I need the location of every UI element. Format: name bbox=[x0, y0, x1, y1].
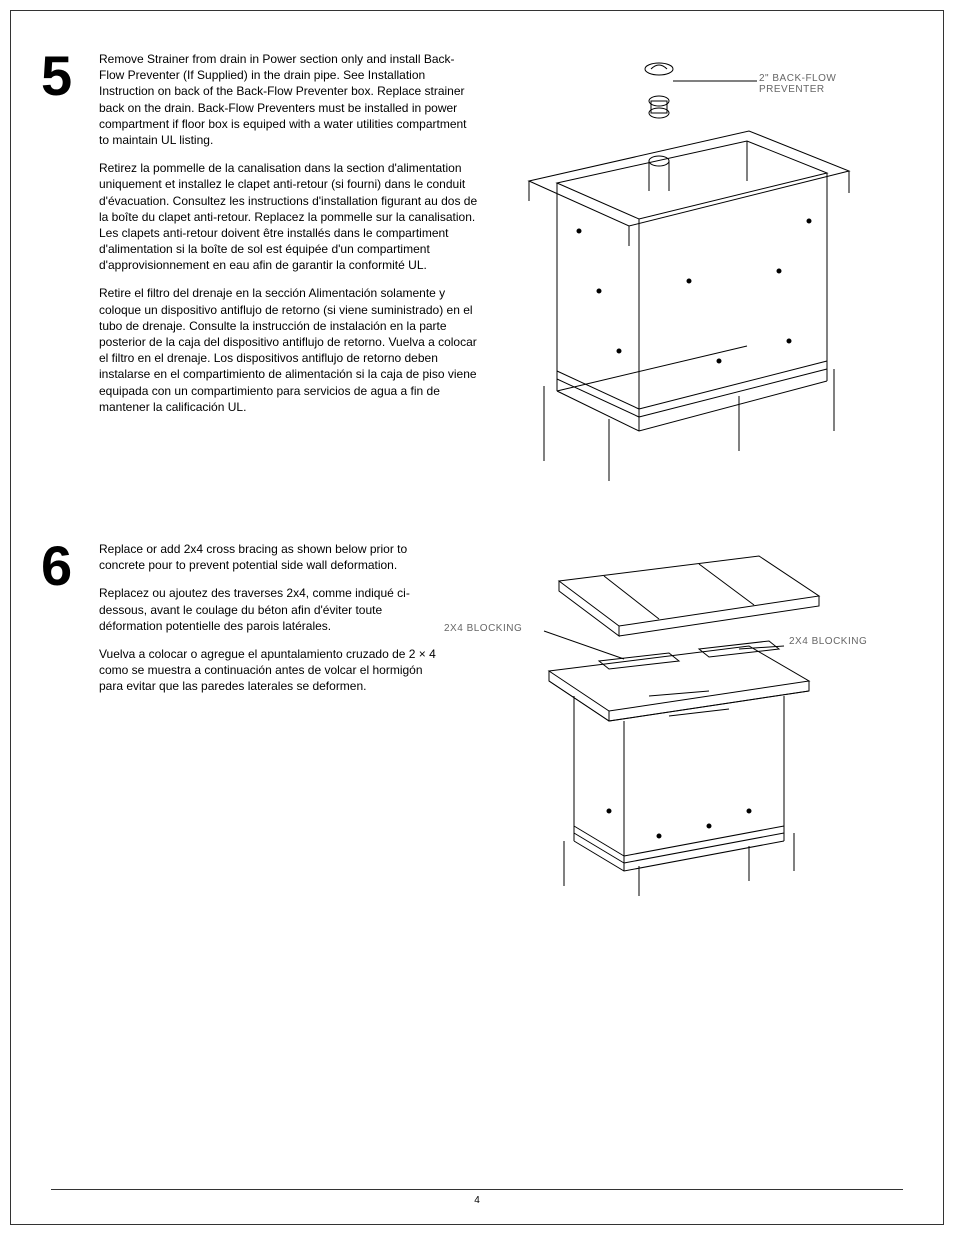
floor-box-drawing-2 bbox=[449, 541, 879, 901]
page-frame: 5 Remove Strainer from drain in Power se… bbox=[10, 10, 944, 1225]
step-5-text: Remove Strainer from drain in Power sect… bbox=[99, 51, 479, 427]
callout-backflow: 2" BACK-FLOW PREVENTER bbox=[759, 73, 836, 95]
step-5-para-en: Remove Strainer from drain in Power sect… bbox=[99, 51, 479, 148]
floor-box-drawing-1 bbox=[489, 51, 889, 491]
step-6-figure: 2X4 BLOCKING 2X4 BLOCKING bbox=[449, 541, 913, 901]
step-5-para-fr: Retirez la pommelle de la canalisation d… bbox=[99, 160, 479, 273]
step-5-figure: 2" BACK-FLOW PREVENTER bbox=[489, 51, 913, 491]
callout-blocking-left: 2X4 BLOCKING bbox=[444, 623, 522, 634]
step-6-number: 6 bbox=[41, 541, 89, 591]
step-6-para-fr: Replacez ou ajoutez des traverses 2x4, c… bbox=[99, 585, 439, 634]
step-6-text: Replace or add 2x4 cross bracing as show… bbox=[99, 541, 439, 707]
step-6-para-es: Vuelva a colocar o agregue el apuntalami… bbox=[99, 646, 439, 695]
step-6-para-en: Replace or add 2x4 cross bracing as show… bbox=[99, 541, 439, 573]
step-5-number: 5 bbox=[41, 51, 89, 101]
step-5: 5 Remove Strainer from drain in Power se… bbox=[41, 51, 913, 491]
page-number: 4 bbox=[11, 1195, 943, 1206]
callout-blocking-right: 2X4 BLOCKING bbox=[789, 636, 867, 647]
footer-rule bbox=[51, 1189, 903, 1190]
step-5-para-es: Retire el filtro del drenaje en la secci… bbox=[99, 285, 479, 415]
step-6: 6 Replace or add 2x4 cross bracing as sh… bbox=[41, 541, 913, 901]
